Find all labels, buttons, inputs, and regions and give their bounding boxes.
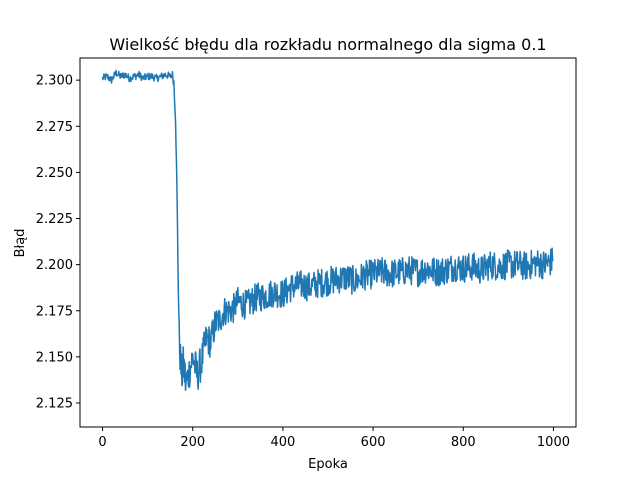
y-tick-label: 2.250: [36, 166, 73, 181]
x-tick-label: 400: [270, 435, 295, 450]
x-axis-label: Epoka: [308, 457, 348, 472]
y-tick-label: 2.175: [36, 304, 73, 319]
y-tick-label: 2.150: [36, 350, 73, 365]
x-tick-label: 800: [451, 435, 476, 450]
x-tick-label: 1000: [537, 435, 570, 450]
y-axis-label: Błąd: [13, 229, 28, 258]
y-tick-label: 2.225: [36, 212, 73, 227]
chart-title: Wielkość błędu dla rozkładu normalnego d…: [109, 35, 546, 54]
x-tick-label: 200: [180, 435, 205, 450]
x-tick-label: 600: [361, 435, 386, 450]
y-axis: 2.125 2.150 2.175 2.200 2.225 2.250 2.275 2.300: [36, 74, 80, 412]
y-tick-label: 2.275: [36, 120, 73, 135]
plot-area: [101, 69, 554, 392]
x-axis: 0 200 400 600 800 1000: [98, 427, 570, 450]
series-line: [101, 69, 554, 392]
axes-frame: [79, 57, 577, 428]
x-tick-label: 0: [98, 435, 106, 450]
y-tick-label: 2.125: [36, 397, 73, 412]
y-tick-label: 2.300: [36, 74, 73, 89]
y-tick-label: 2.200: [36, 258, 73, 273]
